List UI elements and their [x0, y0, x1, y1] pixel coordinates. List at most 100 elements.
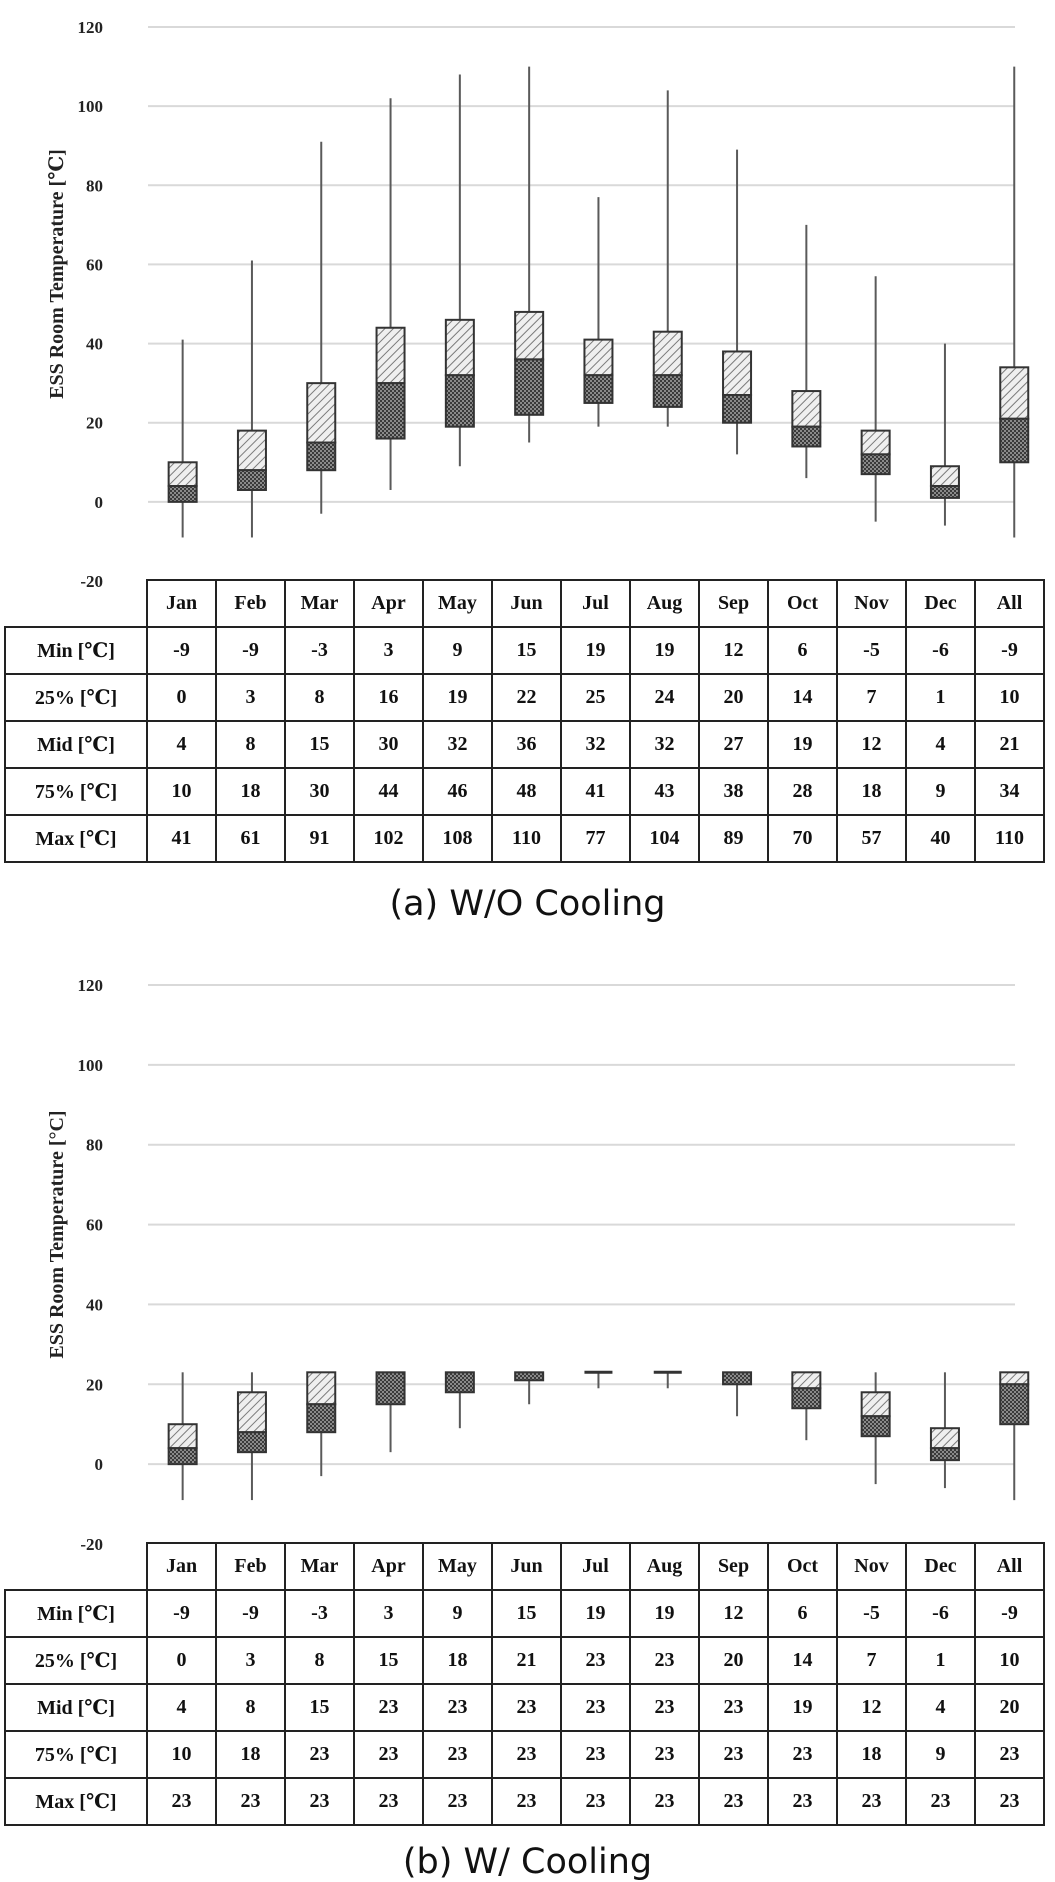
table-cell: 24 [629, 673, 700, 722]
table-cell: 32 [560, 720, 631, 769]
y-tick-label: 80 [86, 176, 103, 195]
table-cell: 23 [491, 1683, 562, 1732]
box-lower-sep [722, 394, 753, 424]
table-cell: 23 [767, 1730, 838, 1779]
table-cell: 30 [353, 720, 424, 769]
table-cell: 23 [215, 1777, 286, 1826]
box-lower-jun [514, 1371, 545, 1382]
table-cell: 18 [836, 1730, 907, 1779]
y-tick-label: 120 [78, 976, 104, 995]
y-tick-label: 60 [86, 1216, 103, 1235]
box-upper-oct [791, 1371, 822, 1390]
table-cell: 23 [767, 1777, 838, 1826]
y-axis-label: ESS Room Temperature [℃] [46, 149, 68, 399]
box-lower-dec [929, 485, 960, 499]
table-cell: 61 [215, 814, 286, 863]
table-cell: 23 [353, 1730, 424, 1779]
box-lower-all [999, 1383, 1030, 1426]
table-cell: 43 [629, 767, 700, 816]
column-header-jun: Jun [491, 1542, 562, 1591]
chart-panel-a: -20 0 20 40 60 80 100 120 ESS Room Temperature [… [0, 0, 1055, 935]
table-cell: 8 [215, 1683, 286, 1732]
table-cell: 77 [560, 814, 631, 863]
column-header-aug: Aug [629, 1542, 700, 1591]
box-lower-sep [722, 1371, 753, 1386]
table-row-q1: 25% [℃] 0 3 8 15 18 21 23 23 20 14 7 1 10 [4, 1636, 1045, 1685]
box-lower-jun [514, 358, 545, 416]
column-header-may: May [422, 579, 493, 628]
table-cell: 1 [905, 673, 976, 722]
row-label: 25% [℃] [4, 1636, 148, 1685]
column-header-feb: Feb [215, 1542, 286, 1591]
box-upper-mar [306, 382, 337, 444]
table-cell: 32 [422, 720, 493, 769]
box-lower-jan [167, 485, 198, 503]
table-cell: 10 [974, 673, 1045, 722]
column-header-sep: Sep [698, 579, 769, 628]
table-cell: 21 [491, 1636, 562, 1685]
table-cell: 21 [974, 720, 1045, 769]
column-header-apr: Apr [353, 579, 424, 628]
table-cell: 23 [974, 1777, 1045, 1826]
y-tick-label: 40 [86, 335, 103, 354]
table-cell: 8 [284, 1636, 355, 1685]
table-cell: 25 [560, 673, 631, 722]
table-cell: 41 [146, 814, 217, 863]
column-header-feb: Feb [215, 579, 286, 628]
column-header-dec: Dec [905, 1542, 976, 1591]
table-cell: 23 [974, 1730, 1045, 1779]
column-header-nov: Nov [836, 1542, 907, 1591]
table-cell: 19 [422, 673, 493, 722]
table-cell: 3 [353, 1589, 424, 1638]
table-cell: 23 [629, 1683, 700, 1732]
box-upper-feb [236, 429, 267, 472]
row-label: Max [℃] [4, 814, 148, 863]
table-cell: 6 [767, 1589, 838, 1638]
column-header-jun: Jun [491, 579, 562, 628]
box-upper-jan [167, 461, 198, 488]
table-cell: 23 [560, 1636, 631, 1685]
table-cell: 3 [215, 1636, 286, 1685]
table-cell: -5 [836, 1589, 907, 1638]
box-upper-oct [791, 390, 822, 428]
table-cell: 12 [836, 720, 907, 769]
table-cell: -9 [974, 626, 1045, 675]
column-header-may: May [422, 1542, 493, 1591]
box-lower-jul [583, 374, 614, 404]
table-cell: 7 [836, 1636, 907, 1685]
table-cell: 18 [836, 767, 907, 816]
table-cell: 48 [491, 767, 562, 816]
table-cell: 15 [284, 1683, 355, 1732]
table-cell: 23 [698, 1683, 769, 1732]
table-cell: 32 [629, 720, 700, 769]
table-cell: 20 [698, 673, 769, 722]
box-lower-may [444, 374, 475, 428]
table-cell: 16 [353, 673, 424, 722]
table-cell: 19 [629, 1589, 700, 1638]
table-cell: 70 [767, 814, 838, 863]
box-upper-apr [375, 326, 406, 385]
table-cell: 9 [905, 1730, 976, 1779]
table-header-row: Jan Feb Mar Apr May Jun Jul Aug Sep Oct Nov Dec All [5, 579, 1045, 628]
table-cell: 38 [698, 767, 769, 816]
table-cell: 23 [560, 1730, 631, 1779]
table-cell: 7 [836, 673, 907, 722]
box-upper-dec [929, 465, 960, 488]
table-cell: -9 [146, 1589, 217, 1638]
table-cell: 23 [422, 1683, 493, 1732]
table-row-median: Mid [℃] 4 8 15 30 32 36 32 32 27 19 12 4 21 [4, 720, 1045, 769]
box-lower-may [444, 1371, 475, 1394]
table-row-max: Max [℃] 23 23 23 23 23 23 23 23 23 23 23 23 23 [4, 1777, 1045, 1826]
table-cell: 0 [146, 1636, 217, 1685]
table-cell: 4 [146, 720, 217, 769]
column-header-nov: Nov [836, 579, 907, 628]
stats-table-a: Jan Feb Mar Apr May Jun Jul Aug Sep Oct Nov Dec All M… [4, 579, 1045, 863]
table-row-q3: 75% [℃] 10 18 30 44 46 48 41 43 38 28 18 9 34 [4, 767, 1045, 816]
column-header-jul: Jul [560, 579, 631, 628]
table-cell: 15 [491, 626, 562, 675]
table-cell: 3 [353, 626, 424, 675]
table-row-min: Min [℃] -9 -9 -3 3 9 15 19 19 12 6 -5 -6 -9 [4, 1589, 1045, 1638]
box-upper-jul [583, 338, 614, 377]
table-cell: 9 [905, 767, 976, 816]
